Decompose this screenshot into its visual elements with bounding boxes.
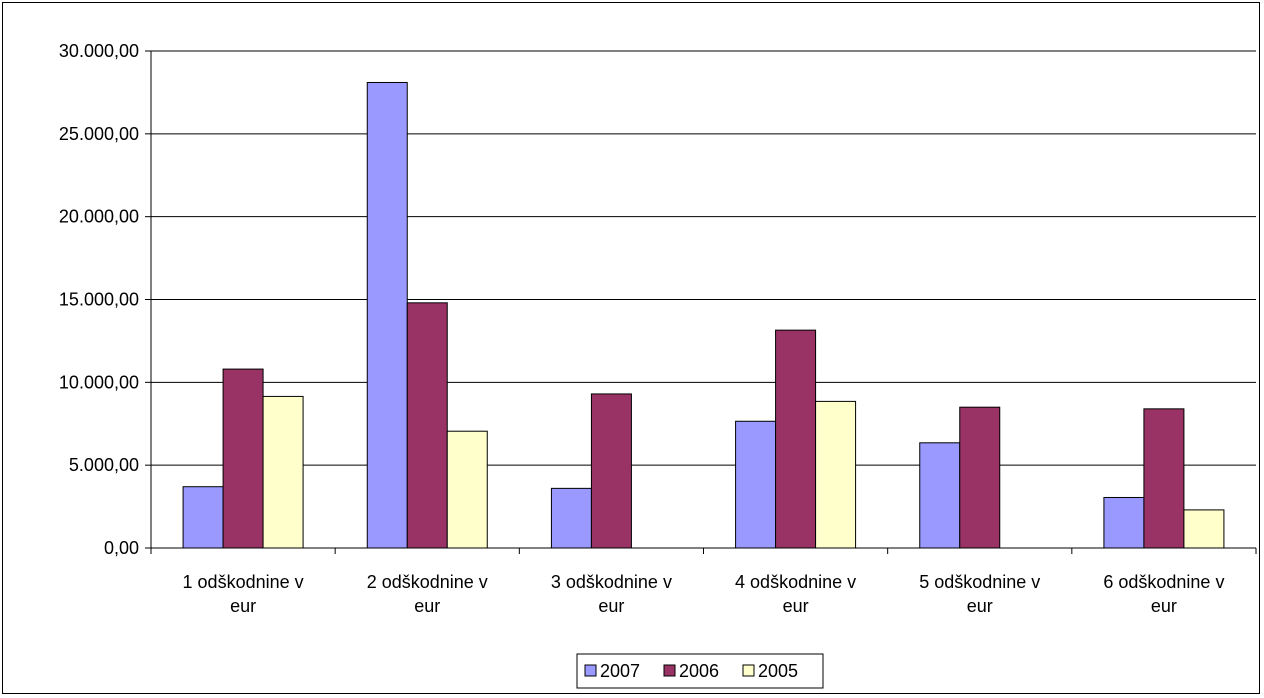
bar-2006-2 (406, 302, 448, 549)
legend: 2007 2006 2005 (576, 653, 824, 689)
y-tick-label: 5.000,00 (69, 455, 139, 475)
grid-lines (151, 50, 1256, 466)
legend-label-2005: 2005 (758, 661, 798, 681)
bar-2006-5 (959, 406, 1001, 549)
legend-swatch-2005 (742, 664, 755, 677)
bar-2006-1 (222, 368, 264, 549)
bar-2007-6 (1103, 496, 1145, 549)
bar-2007-4 (735, 420, 777, 549)
bar-2007-2 (366, 81, 408, 549)
bar-2007-1 (182, 486, 224, 549)
y-tick-label: 20.000,00 (59, 207, 139, 227)
y-tick-label: 0,00 (104, 538, 139, 558)
x-tick-label: 1 odškodnine v eur (183, 572, 304, 616)
legend-label-2006: 2006 (679, 661, 719, 681)
bar-2006-3 (590, 393, 632, 549)
bar-2005-1 (262, 395, 304, 549)
x-tick-label: 3 odškodnine v eur (551, 572, 672, 616)
legend-box (576, 653, 824, 689)
y-tick-label: 10.000,00 (59, 372, 139, 392)
bars (182, 81, 1225, 549)
y-tick-label: 25.000,00 (59, 124, 139, 144)
legend-swatch-2006 (663, 664, 676, 677)
legend-swatch-2007 (584, 664, 597, 677)
bar-2005-2 (446, 430, 488, 549)
y-axis: 0,00 5.000,00 10.000,00 15.000,00 20.000,00 2… (59, 41, 152, 558)
bar-chart: 0,00 5.000,00 10.000,00 15.000,00 20.000,00 2… (59, 41, 1257, 689)
y-tick-label: 30.000,00 (59, 41, 139, 61)
x-tick-label: 6 odškodnine v eur (1103, 572, 1224, 616)
legend-label-2007: 2007 (600, 661, 640, 681)
bar-2005-6 (1183, 509, 1225, 549)
bar-2006-6 (1143, 408, 1185, 549)
x-tick-label: 2 odškodnine v eur (367, 572, 488, 616)
bar-2007-5 (919, 442, 961, 549)
x-tick-label: 4 odškodnine v eur (735, 572, 856, 616)
bar-2007-3 (550, 487, 592, 549)
y-tick-label: 15.000,00 (59, 290, 139, 310)
bar-2005-4 (815, 400, 857, 549)
x-axis: 1 odškodnine v eur 2 odškodnine v eur 3 odšk… (150, 547, 1257, 616)
bar-2006-4 (775, 329, 817, 549)
x-tick-label: 5 odškodnine v eur (919, 572, 1040, 616)
